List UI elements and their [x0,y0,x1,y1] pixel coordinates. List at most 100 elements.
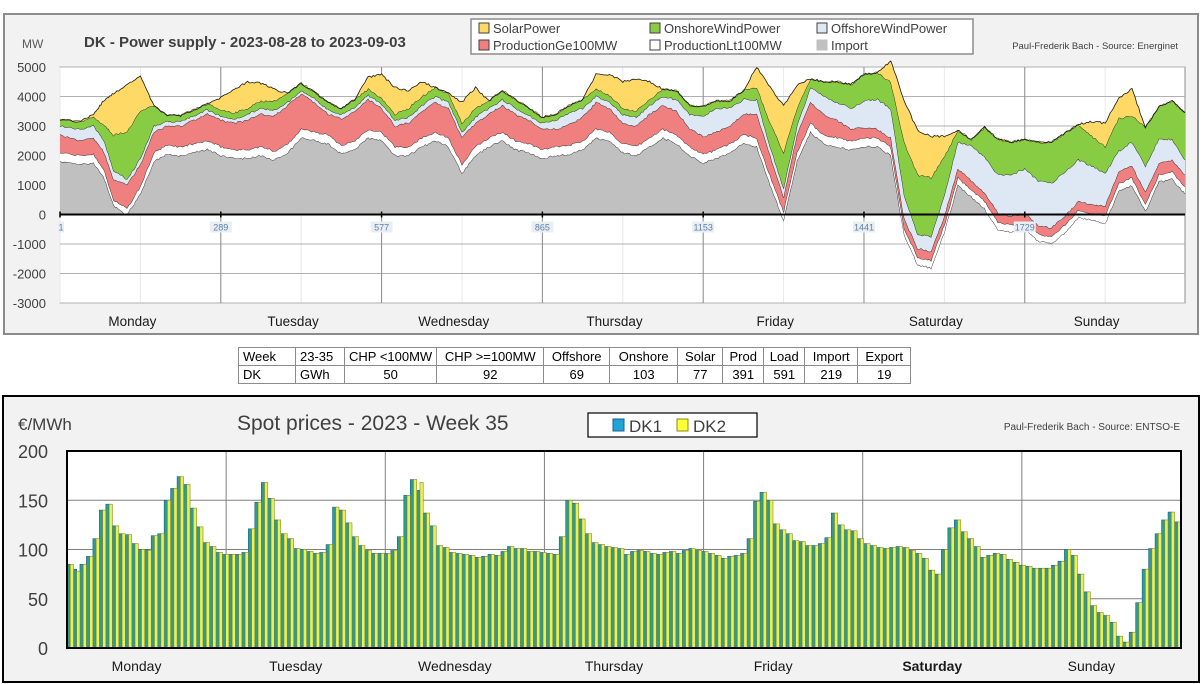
power-xtick-bg [58,221,64,233]
price-bar-DK2 [743,553,748,649]
price-bar-DK1 [889,547,894,649]
price-bar-DK2 [329,544,333,649]
price-bar-DK2 [471,555,476,649]
price-bar-DK2 [115,525,120,649]
price-bar-DK1 [351,536,356,649]
price-bar-DK1 [520,548,524,649]
price-bar-DK2 [646,551,651,649]
price-bar-DK1 [643,551,647,649]
price-legend-label: DK1 [629,417,662,436]
price-bar-DK2 [1158,533,1162,649]
price-bar-DK1 [481,556,486,649]
price-bar-DK2 [782,529,787,649]
price-bar-DK1 [299,549,304,649]
price-bar-DK2 [367,550,372,649]
power-xtick-bg [209,221,232,233]
price-bar-DK2 [1112,622,1117,649]
price-bar-DK1 [150,535,155,649]
price-bar-DK2 [121,533,126,649]
price-bar-DK2 [354,536,359,649]
price-bar-DK2 [134,543,139,649]
price-day-label: Wednesday [418,658,492,674]
price-bar-DK1 [856,538,861,649]
price-bar-DK2 [639,550,644,649]
price-bar-DK1 [552,554,557,649]
price-bar-DK1 [500,551,505,649]
price-bar-DK1 [830,512,835,649]
price-bar-DK1 [79,563,84,649]
price-bar-DK1 [345,522,350,649]
price-bar-DK1 [662,552,667,649]
price-bar-DK2 [503,551,508,649]
price-bar-DK2 [1022,564,1026,649]
price-bar-DK2 [212,546,217,649]
price-day-label: Monday [112,658,162,674]
price-bar-DK1 [86,556,90,649]
price-bar-DK2 [626,554,631,649]
price-bar-DK2 [1170,511,1175,649]
price-bar-DK1 [714,555,719,649]
price-bar-DK1 [319,552,324,649]
price-bar-DK2 [1080,573,1085,649]
price-day-label: Sunday [1068,658,1115,674]
summary-cell: 19 [857,365,912,384]
price-bar-DK1 [325,544,330,649]
price-bar-DK2 [1073,555,1078,649]
summary-cell: 23-35 [295,347,345,366]
price-bar-DK2 [406,495,411,649]
price-bar-DK2 [426,512,430,649]
price-plot-border [66,450,1182,649]
price-bar-DK1 [740,553,745,649]
price-bar-DK1 [286,538,291,649]
power-legend-swatch [816,22,828,34]
price-bar-DK2 [380,553,385,649]
price-bar-DK1 [947,527,952,649]
summary-cell: Export [857,347,912,366]
price-bar-DK1 [397,536,401,649]
price-bar-DK1 [429,525,434,649]
price-bar-DK1 [941,549,945,649]
price-bar-DK2 [717,555,722,649]
price-bar-DK2 [918,553,923,649]
price-day-label: Saturday [902,658,962,674]
price-bar-DK2 [1060,561,1065,649]
price-bar-DK2 [341,509,346,649]
power-ytick-label: 5000 [17,60,46,75]
price-chart-title: Spot prices - 2023 - Week 35 [237,412,509,435]
price-bar-DK2 [264,482,269,649]
price-bar-DK1 [928,569,932,649]
price-bar-DK1 [358,545,362,649]
price-bar-DK1 [954,519,958,649]
price-legend: DK1 DK2 [587,412,758,438]
price-bar-DK2 [1047,567,1052,649]
price-bar-DK1 [1077,573,1081,649]
price-bar-DK1 [656,554,660,649]
power-xtick-label: 1 [58,223,63,233]
price-bar-DK2 [536,551,541,649]
price-bar-DK2 [199,526,204,649]
price-bar-DK2 [549,553,554,649]
price-bar-DK2 [244,552,249,649]
power-day-label: Sunday [1074,314,1120,329]
price-bar-DK1 [273,519,278,649]
power-legend: SolarPower OnshoreWindPower OffshoreWindPo… [470,18,974,55]
price-bar-DK2 [82,563,87,649]
price-bar-DK1 [869,545,874,649]
price-bar-DK2 [1132,631,1136,649]
price-bar-DK2 [581,518,586,649]
price-bar-DK1 [675,553,680,649]
price-bar-DK1 [863,543,868,649]
price-bar-DK1 [669,551,673,649]
price-bar-DK1 [966,538,971,649]
price-bar-DK1 [461,554,466,649]
price-bar-DK1 [267,497,272,649]
price-bar-DK2 [89,556,94,649]
price-bar-DK2 [445,547,450,649]
price-bar-DK1 [1102,615,1107,649]
price-bar-DK1 [895,546,900,649]
price-bar-DK2 [76,570,81,649]
power-legend-label: ProductionLt100MW [664,38,783,53]
price-bar-DK2 [102,509,107,649]
price-bar-DK1 [170,488,175,649]
price-bar-DK1 [468,555,473,649]
